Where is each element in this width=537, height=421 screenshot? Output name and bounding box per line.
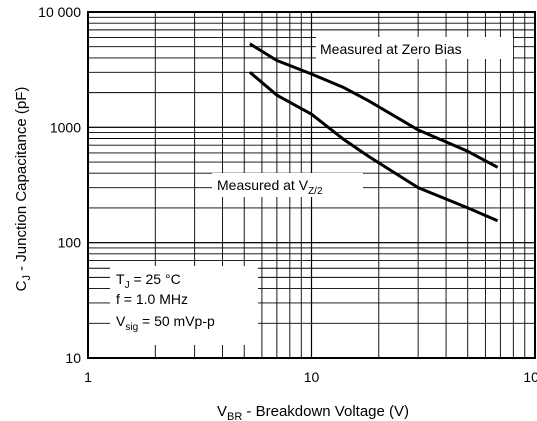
series-lines <box>248 42 499 223</box>
x-tick-label: 1 <box>84 369 92 385</box>
condition-temperature: TJ = 25 °C <box>116 271 181 291</box>
tick-labels: 11010010100100010 000 <box>38 4 537 385</box>
series-line-0 <box>249 42 499 169</box>
y-tick-label: 10 000 <box>38 4 81 20</box>
series-label-vz2-text: Measured at VZ/2 <box>217 177 323 197</box>
conditions-annotation-bg <box>110 266 258 345</box>
series-label-zero-bias-text: Measured at Zero Bias <box>320 41 462 57</box>
y-tick-label: 100 <box>58 235 82 251</box>
series-label-vz2: Measured at VZ/2 <box>212 173 363 197</box>
x-axis-label: VBR - Breakdown Voltage (V) <box>217 403 409 421</box>
series-label-zero-bias: Measured at Zero Bias <box>316 37 513 59</box>
y-tick-label: 1000 <box>50 119 81 135</box>
condition-frequency: f = 1.0 MHz <box>116 291 188 307</box>
series-line-1 <box>248 71 499 223</box>
y-tick-label: 10 <box>65 350 81 366</box>
x-tick-label: 100 <box>523 369 537 385</box>
grid-lines <box>88 12 535 358</box>
y-axis-label: CJ - Junction Capacitance (pF) <box>13 87 33 292</box>
series-label-zero-bias-bg <box>316 37 513 59</box>
x-tick-label: 10 <box>304 369 320 385</box>
conditions-annotation: TJ = 25 °C f = 1.0 MHz Vsig = 50 mVp-p <box>110 266 258 345</box>
series-label-vz2-bg <box>212 173 363 197</box>
plot-frame <box>87 11 536 359</box>
condition-signal: Vsig = 50 mVp-p <box>116 313 215 333</box>
